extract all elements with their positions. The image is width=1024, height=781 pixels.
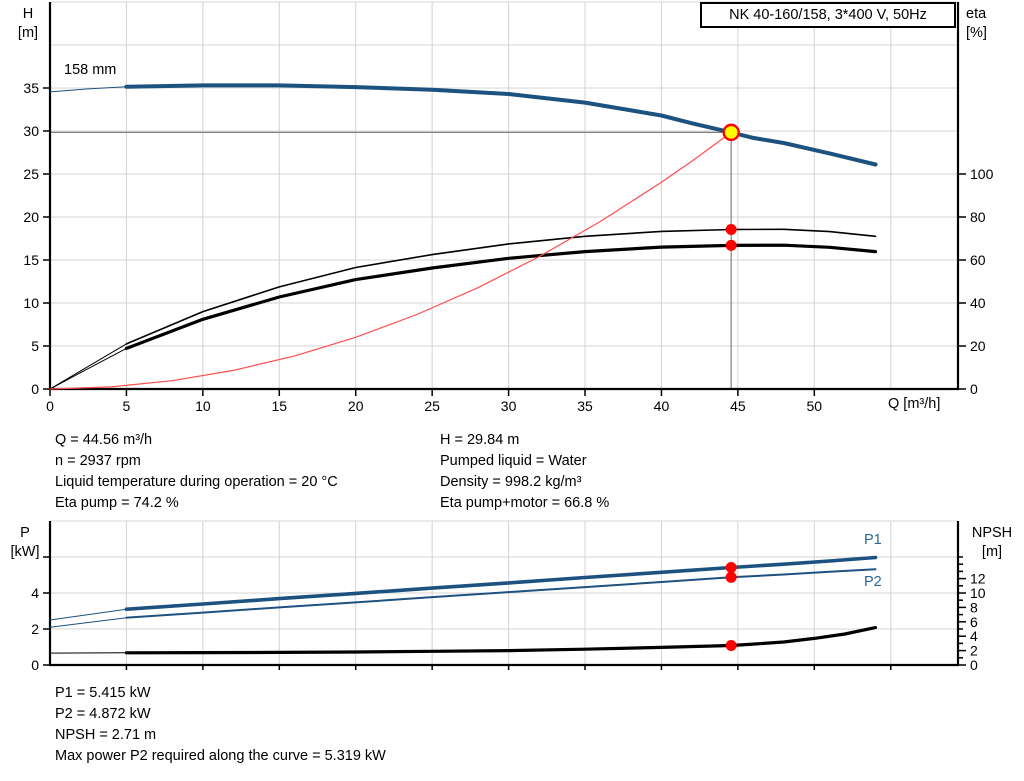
series-eta-pump-motor — [49, 243, 878, 390]
series-system-curve — [49, 131, 732, 390]
eta-axis-title-unit: [%] — [966, 25, 987, 41]
info-line: Density = 998.2 kg/m³ — [440, 474, 582, 490]
info-line: P1 = 5.415 kW — [55, 685, 151, 701]
eta-pump-motor-point-marker — [725, 239, 737, 251]
h-axis-title: H [m] — [10, 5, 46, 43]
svg-text:50: 50 — [807, 398, 823, 414]
p-axis-title-unit: [kW] — [10, 544, 40, 560]
svg-text:15: 15 — [23, 252, 39, 268]
p2-point-marker — [725, 571, 737, 583]
info-line: H = 29.84 m — [440, 432, 520, 448]
svg-text:20: 20 — [23, 209, 39, 225]
svg-text:0: 0 — [46, 398, 54, 414]
npsh-axis-title-symbol: NPSH — [971, 525, 1013, 541]
info-line: Max power P2 required along the curve = … — [55, 748, 386, 764]
svg-text:40: 40 — [970, 295, 986, 311]
tick-labels: 0 5 10 15 20 25 30 35 0 20 40 60 80 100 0 5 10 15 20 25 30 35… — [23, 80, 993, 414]
svg-text:5: 5 — [31, 338, 39, 354]
duty-point-marker — [722, 123, 740, 142]
p1-point-marker — [725, 562, 737, 574]
chart-0: 0 5 10 15 20 25 30 35 0 20 40 60 80 100 0 5 10 15 20 25 30 35… — [23, 1, 994, 414]
svg-text:15: 15 — [272, 398, 288, 414]
duty-info-right: H = 29.84 m Pumped liquid = Water Density … — [440, 430, 609, 514]
series-npsh — [49, 625, 878, 655]
series-eta-pump — [49, 228, 877, 390]
svg-text:0: 0 — [970, 381, 978, 397]
power-info: P1 = 5.415 kW P2 = 4.872 kW NPSH = 2.71 m M… — [55, 683, 386, 767]
series-p1 — [49, 555, 878, 621]
svg-text:60: 60 — [970, 252, 986, 268]
svg-text:100: 100 — [970, 166, 994, 182]
axes — [48, 2, 960, 391]
info-line: Eta pump = 74.2 % — [55, 495, 179, 511]
svg-text:0: 0 — [31, 657, 39, 673]
info-line: Liquid temperature during operation = 20… — [55, 474, 338, 490]
ticks — [43, 556, 966, 670]
svg-text:0: 0 — [31, 381, 39, 397]
svg-text:2: 2 — [31, 621, 39, 637]
h-axis-title-symbol: H — [22, 6, 34, 22]
svg-text:40: 40 — [654, 398, 670, 414]
eta-axis-title: eta [%] — [966, 5, 1012, 43]
series-head-158mm — [49, 83, 878, 167]
eta-pump-point-marker — [725, 223, 737, 235]
pump-model-title: NK 40-160/158, 3*400 V, 50Hz — [700, 2, 956, 28]
svg-text:20: 20 — [970, 338, 986, 354]
svg-text:25: 25 — [424, 398, 440, 414]
q-axis-title: Q [m³/h] — [888, 396, 941, 412]
svg-text:0: 0 — [970, 657, 978, 673]
info-line: n = 2937 rpm — [55, 453, 141, 469]
svg-text:35: 35 — [577, 398, 593, 414]
svg-text:10: 10 — [195, 398, 211, 414]
svg-text:12: 12 — [970, 571, 986, 587]
info-line: Pumped liquid = Water — [440, 453, 587, 469]
svg-text:6: 6 — [970, 614, 978, 630]
svg-text:80: 80 — [970, 209, 986, 225]
svg-text:4: 4 — [31, 585, 39, 601]
npsh-point-marker — [725, 639, 737, 651]
impeller-diameter-label: 158 mm — [64, 62, 117, 78]
series-p2 — [49, 568, 877, 628]
svg-text:45: 45 — [730, 398, 746, 414]
info-line: P2 = 4.872 kW — [55, 706, 151, 722]
p1-curve-label: P1 — [864, 532, 882, 548]
svg-text:20: 20 — [348, 398, 364, 414]
svg-text:10: 10 — [23, 295, 39, 311]
duty-crosshair — [50, 131, 732, 389]
svg-text:30: 30 — [501, 398, 517, 414]
info-line: Q = 44.56 m³/h — [55, 432, 153, 448]
h-axis-title-unit: [m] — [17, 25, 39, 41]
p-axis-title-symbol: P — [20, 525, 30, 541]
ticks — [43, 87, 966, 396]
duty-info-left: Q = 44.56 m³/h n = 2937 rpm Liquid tempera… — [55, 430, 338, 514]
eta-axis-title-symbol: eta — [966, 6, 987, 22]
svg-text:35: 35 — [23, 80, 39, 96]
npsh-axis-title-unit: [m] — [981, 544, 1003, 560]
info-line: Eta pump+motor = 66.8 % — [440, 495, 610, 511]
svg-text:25: 25 — [23, 166, 39, 182]
p2-curve-label: P2 — [864, 574, 882, 590]
info-line: NPSH = 2.71 m — [55, 727, 157, 743]
svg-text:8: 8 — [970, 599, 978, 615]
gridlines — [50, 1, 958, 389]
p-axis-title: P [kW] — [2, 524, 48, 562]
svg-text:2: 2 — [970, 643, 978, 659]
npsh-axis-title: NPSH [m] — [962, 524, 1022, 562]
svg-text:30: 30 — [23, 123, 39, 139]
svg-text:5: 5 — [123, 398, 131, 414]
svg-text:10: 10 — [970, 585, 986, 601]
svg-text:4: 4 — [970, 628, 978, 644]
